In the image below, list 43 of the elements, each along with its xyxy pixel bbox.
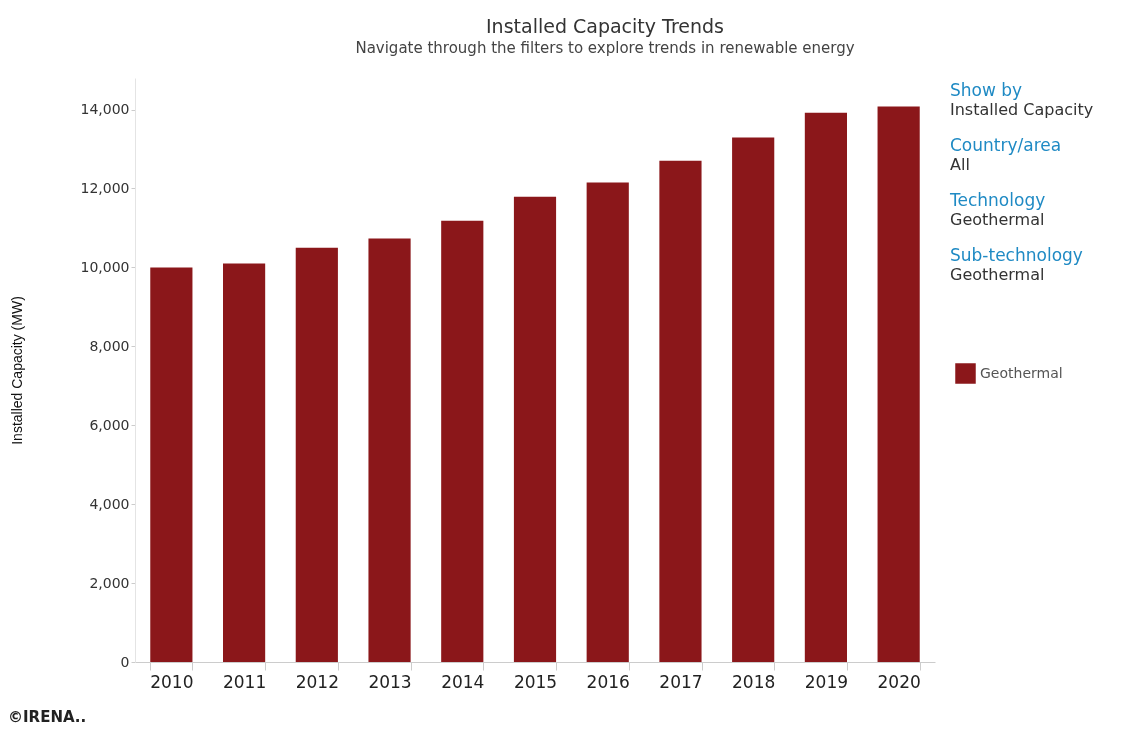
chart-subtitle: Navigate through the filters to explore trends in renewable energy [355,39,855,57]
bar [586,182,629,662]
y-tick-label: 0 [120,653,130,670]
x-tick-label: 2016 [586,671,630,692]
text: Country/area [950,135,1063,155]
y-tick-label: 12,000 [80,179,130,196]
bar [659,160,702,662]
bar [295,247,338,662]
x-tick-label: 2015 [513,671,558,692]
y-tick-label: 6,000 [89,416,130,433]
text: Technology [950,190,1047,210]
x-tick-label: 2020 [877,671,921,692]
bar [441,220,484,662]
bar [877,106,920,662]
x-tick-label: 2018 [732,671,776,692]
text: Installed Capacity [950,100,1095,119]
x-tick-label: 2017 [659,671,703,692]
x-tick-label: 2019 [804,671,849,692]
y-tick-label: 4,000 [89,495,130,512]
chart-title: Installed Capacity Trends [486,15,724,37]
y-tick-label: 8,000 [89,337,130,354]
text: All [950,155,971,174]
bar [732,137,775,662]
text: Sub-technology [950,245,1084,265]
bar [513,196,557,662]
text: Geothermal [950,265,1046,284]
bar [150,267,193,662]
y-tick-label: 2,000 [89,574,130,591]
bar [223,263,266,662]
y-axis-title: Installed Capacity (MW) [8,296,25,445]
text: Geothermal [950,210,1046,229]
x-tick-label: 2013 [368,671,412,692]
y-tick-label: 10,000 [80,258,130,275]
x-tick-label: 2010 [150,671,194,692]
bar [368,238,411,662]
x-tick-label: 2014 [441,671,485,692]
y-tick-label: 14,000 [80,101,130,118]
legend-label: Geothermal [980,364,1063,381]
text: ©IRENA.. [8,708,87,726]
x-tick-label: 2011 [222,671,267,692]
x-tick-label: 2012 [295,671,339,692]
bar [804,112,847,662]
text: Show by [950,80,1024,100]
